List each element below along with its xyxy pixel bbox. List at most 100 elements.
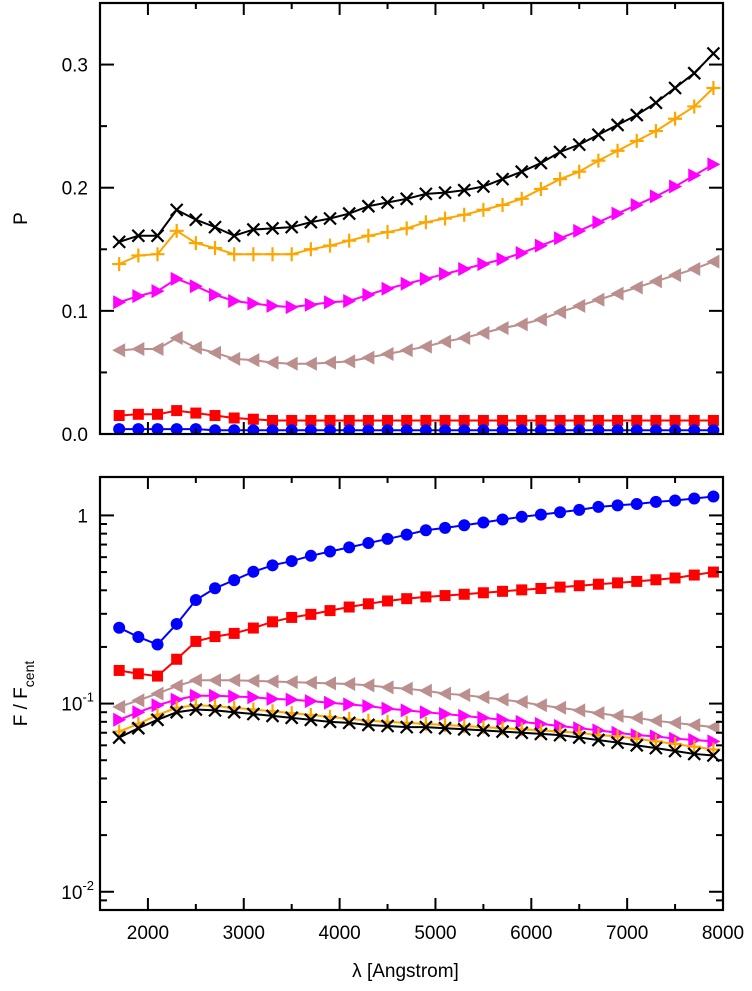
bottom-point-red bbox=[171, 653, 183, 665]
bottom-point-blue bbox=[285, 555, 298, 568]
top-point-blue bbox=[362, 424, 375, 434]
top-point-black bbox=[169, 203, 184, 217]
top-series-line-orange bbox=[118, 87, 715, 265]
top-point-orange bbox=[572, 164, 587, 179]
top-point-orange bbox=[476, 202, 491, 217]
top-point-black bbox=[399, 192, 414, 206]
bottom-point-red bbox=[516, 584, 528, 596]
top-point-rosy-brown bbox=[227, 351, 241, 366]
bottom-point-magenta bbox=[343, 697, 357, 712]
top-point-magenta bbox=[419, 271, 433, 286]
top-point-blue bbox=[554, 424, 567, 434]
top-point-magenta bbox=[611, 206, 625, 221]
top-point-magenta bbox=[688, 168, 702, 183]
bottom-point-rosy-brown bbox=[610, 708, 624, 723]
bottom-point-magenta bbox=[209, 688, 223, 703]
top-point-magenta bbox=[324, 295, 338, 310]
top-point-rosy-brown bbox=[361, 350, 375, 365]
x-tick-label: 2000 bbox=[127, 923, 169, 944]
bottom-point-black bbox=[457, 722, 471, 737]
top-point-magenta bbox=[458, 261, 472, 276]
bottom-point-blue bbox=[573, 503, 586, 516]
top-point-magenta bbox=[439, 266, 453, 281]
bottom-point-black bbox=[246, 707, 261, 721]
top-point-rosy-brown bbox=[553, 305, 567, 320]
bottom-point-rosy-brown bbox=[208, 673, 222, 688]
bottom-point-blue bbox=[515, 510, 528, 523]
bottom-series-line-blue bbox=[118, 495, 714, 646]
top-point-red bbox=[592, 414, 604, 426]
bottom-point-blue bbox=[419, 524, 432, 537]
bottom-point-red bbox=[650, 574, 662, 586]
bottom-point-rosy-brown bbox=[495, 692, 509, 707]
bottom-point-blue bbox=[649, 495, 662, 508]
bottom-point-blue bbox=[362, 537, 375, 550]
bottom-point-magenta bbox=[189, 688, 203, 703]
top-point-magenta bbox=[707, 157, 721, 172]
top-point-black bbox=[495, 172, 510, 186]
top-series-group bbox=[112, 46, 721, 434]
bottom-point-rosy-brown bbox=[188, 673, 202, 688]
top-point-magenta bbox=[113, 295, 127, 310]
bottom-point-black bbox=[150, 713, 165, 727]
top-point-rosy-brown bbox=[533, 312, 547, 327]
top-point-blue bbox=[458, 424, 471, 434]
bottom-point-red bbox=[631, 575, 643, 587]
top-point-orange bbox=[169, 223, 184, 238]
y-tick-label: 10-2 bbox=[61, 878, 94, 904]
bottom-point-red bbox=[497, 585, 509, 597]
bottom-point-rosy-brown bbox=[418, 683, 432, 698]
top-point-blue bbox=[228, 424, 241, 434]
top-point-magenta bbox=[477, 257, 491, 272]
bottom-point-black bbox=[304, 713, 318, 727]
bottom-point-magenta bbox=[170, 692, 184, 707]
bottom-plot-frame bbox=[98, 475, 725, 912]
top-point-red bbox=[688, 414, 700, 426]
x-tick-label: 5000 bbox=[414, 923, 456, 944]
bottom-point-rosy-brown bbox=[572, 703, 586, 718]
top-point-black bbox=[591, 127, 606, 142]
bottom-point-red bbox=[267, 616, 279, 628]
top-point-orange bbox=[265, 247, 280, 262]
bottom-point-magenta bbox=[496, 712, 510, 727]
top-point-red bbox=[152, 408, 164, 420]
bottom-point-blue bbox=[400, 528, 413, 541]
top-point-red bbox=[305, 414, 317, 426]
bottom-point-red bbox=[439, 590, 451, 602]
top-point-orange bbox=[648, 124, 663, 139]
bottom-point-rosy-brown bbox=[399, 681, 413, 696]
top-point-magenta bbox=[400, 276, 414, 291]
bottom-point-black bbox=[284, 711, 299, 725]
bottom-point-black bbox=[687, 747, 702, 761]
bottom-point-red bbox=[592, 578, 604, 590]
bottom-point-red bbox=[305, 608, 317, 620]
top-point-black bbox=[649, 95, 663, 110]
bottom-point-blue bbox=[266, 559, 279, 572]
top-point-magenta bbox=[515, 245, 529, 260]
top-point-rosy-brown bbox=[265, 355, 279, 370]
x-tick-label: 3000 bbox=[223, 923, 265, 944]
top-point-rosy-brown bbox=[648, 274, 662, 289]
bottom-point-rosy-brown bbox=[380, 680, 394, 695]
top-point-black bbox=[361, 199, 376, 213]
top-point-blue bbox=[611, 424, 624, 434]
top-point-blue bbox=[419, 424, 432, 434]
top-point-red bbox=[286, 414, 298, 426]
top-point-rosy-brown bbox=[438, 334, 452, 349]
y-tick-label: 0.1 bbox=[62, 302, 88, 323]
bottom-point-rosy-brown bbox=[361, 678, 375, 693]
top-point-blue bbox=[688, 424, 701, 434]
bottom-point-orange bbox=[648, 734, 663, 749]
top-point-black bbox=[323, 211, 337, 226]
top-point-magenta bbox=[132, 289, 146, 304]
top-point-red bbox=[209, 410, 221, 422]
top-point-red bbox=[267, 414, 279, 426]
bottom-point-blue bbox=[630, 497, 643, 510]
top-point-blue bbox=[247, 424, 260, 434]
top-point-magenta bbox=[209, 287, 223, 302]
bottom-point-rosy-brown bbox=[476, 690, 490, 705]
bottom-point-magenta bbox=[477, 710, 491, 725]
top-point-red bbox=[228, 412, 240, 424]
bottom-point-blue bbox=[534, 508, 547, 521]
bottom-point-rosy-brown bbox=[438, 686, 452, 701]
